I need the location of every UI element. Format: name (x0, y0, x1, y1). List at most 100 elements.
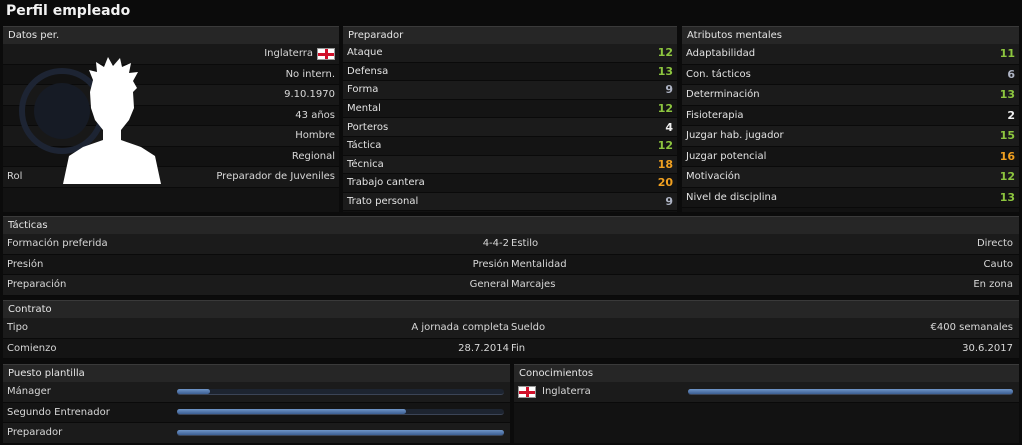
coach-attribute-row[interactable]: Táctica 12 (343, 136, 677, 156)
tactics-value: General (469, 279, 509, 291)
tactics-value: En zona (973, 279, 1013, 291)
squad-position-level-fill (177, 388, 210, 394)
mental-attribute-row[interactable]: Nivel de disciplina 13 (682, 187, 1019, 208)
positions-header: Puesto plantilla (3, 364, 510, 382)
coach-attribute-label: Trato personal (347, 196, 419, 208)
page-title: Perfil empleado (6, 3, 131, 19)
mental-attribute-value: 13 (999, 190, 1015, 204)
tactics-field: Preparación General (7, 279, 511, 290)
coach-attribute-row[interactable]: Técnica 18 (343, 155, 677, 175)
coach-attribute-row[interactable]: Forma 9 (343, 81, 677, 100)
mental-attribute-row[interactable]: Con. tácticos 6 (682, 64, 1019, 85)
tactics-value: Directo (976, 238, 1013, 250)
coach-attribute-value: 4 (665, 120, 673, 134)
squad-position-level-bar (177, 409, 504, 416)
role-row: Rol Preparador de Juveniles (3, 167, 339, 188)
knowledge-label: Inglaterra (542, 386, 591, 398)
coach-attribute-label: Trabajo cantera (347, 177, 425, 189)
coach-attribute-label: Forma (347, 84, 379, 96)
coach-attribute-value: 12 (657, 139, 673, 153)
squad-position-row[interactable]: Mánager (3, 382, 510, 403)
nationality-value[interactable]: Inglaterra (264, 48, 313, 60)
reputation-value: Regional (291, 150, 335, 162)
coach-attribute-value: 9 (665, 83, 673, 97)
contract-value: A jornada completa (411, 322, 509, 334)
squad-position-row[interactable]: Preparador (3, 423, 510, 444)
contract-row: Comienzo 28.7.2014 Fin 30.6.2017 (3, 338, 1019, 359)
tactics-field: Estilo Directo (511, 238, 1015, 249)
contract-field: Tipo A jornada completa (7, 322, 511, 333)
contract-row: Tipo A jornada completa Sueldo €400 semanal… (3, 318, 1019, 339)
coach-attribute-value: 12 (657, 102, 673, 116)
contract-value: 28.7.2014 (458, 342, 509, 354)
personal-data-header: Datos per. (3, 26, 339, 44)
coach-attribute-row[interactable]: Defensa 13 (343, 62, 677, 82)
contract-field: Sueldo €400 semanales (511, 322, 1015, 333)
tactics-label: Marcajes (511, 279, 556, 291)
coach-attribute-label: Mental (347, 103, 381, 115)
dob-value: 9.10.1970 (284, 89, 335, 101)
squad-position-level-fill (177, 409, 406, 415)
contract-label: Sueldo (511, 322, 546, 334)
mental-attribute-label: Determinación (686, 89, 760, 101)
contract-panel: Contrato Tipo A jornada completa Sueldo €40… (3, 300, 1019, 359)
mental-attribute-value: 13 (999, 88, 1015, 102)
tactics-value: Cauto (983, 258, 1014, 270)
squad-position-row[interactable]: Segundo Entrenador (3, 402, 510, 423)
knowledge-header: Conocimientos (514, 364, 1019, 382)
squad-position-level-bar (177, 388, 504, 395)
mental-attribute-value: 16 (999, 149, 1015, 163)
knowledge-row[interactable]: Inglaterra (514, 382, 1019, 403)
coach-attribute-row[interactable]: Trabajo cantera 20 (343, 174, 677, 193)
coach-attribute-row[interactable]: Trato personal 9 (343, 192, 677, 212)
squad-position-label: Preparador (7, 427, 63, 439)
mental-attribute-label: Nivel de disciplina (686, 191, 777, 203)
coach-attribute-value: 20 (657, 176, 673, 190)
contract-field: Comienzo 28.7.2014 (7, 343, 511, 354)
contract-label: Fin (511, 342, 526, 354)
squad-position-level-fill (177, 429, 504, 435)
coach-attribute-value: 13 (657, 64, 673, 78)
coach-attribute-row[interactable]: Mental 12 (343, 99, 677, 119)
tactics-label: Mentalidad (511, 258, 567, 270)
mental-attribute-value: 12 (999, 170, 1015, 184)
staff-silhouette-avatar (63, 57, 161, 184)
squad-position-label: Mánager (7, 386, 51, 398)
knowledge-level-fill (688, 388, 1013, 394)
mental-attribute-row[interactable]: Adaptabilidad 11 (682, 44, 1019, 65)
mental-attribute-label: Motivación (686, 171, 741, 183)
coach-attribute-value: 12 (657, 46, 673, 60)
personal-data-panel: Datos per. Inglaterra No intern. 9.10.19… (3, 26, 339, 212)
mental-attribute-value: 6 (1007, 67, 1015, 81)
mental-attributes-panel: Atributos mentales Adaptabilidad 11 Con. t… (682, 26, 1019, 212)
contract-label: Comienzo (7, 342, 57, 354)
mental-attribute-value: 15 (999, 129, 1015, 143)
contract-value: 30.6.2017 (962, 342, 1013, 354)
role-label: Rol (7, 171, 23, 183)
mental-attribute-value: 2 (1007, 108, 1015, 122)
mental-attribute-row[interactable]: Juzgar potencial 16 (682, 146, 1019, 167)
mental-attribute-row[interactable]: Fisioterapia 2 (682, 105, 1019, 126)
tactics-value: 4-4-2 (482, 238, 509, 250)
coach-attribute-row[interactable]: Porteros 4 (343, 118, 677, 137)
tactics-field: Mentalidad Cauto (511, 259, 1015, 270)
mental-attribute-row[interactable]: Juzgar hab. jugador 15 (682, 126, 1019, 147)
coach-attribute-row[interactable]: Ataque 12 (343, 44, 677, 63)
squad-position-panel: Puesto plantilla Mánager Segundo Entrenad… (3, 364, 510, 444)
mental-attribute-label: Adaptabilidad (686, 48, 756, 60)
squad-position-label: Segundo Entrenador (7, 406, 110, 418)
coach-header: Preparador (343, 26, 677, 44)
mental-attribute-row[interactable]: Motivación 12 (682, 167, 1019, 188)
coach-attribute-label: Defensa (347, 65, 389, 77)
tactics-label: Presión (7, 258, 44, 270)
coach-attribute-label: Porteros (347, 121, 389, 133)
tactics-panel: Tácticas Formación preferida 4-4-2 Estilo D… (3, 216, 1019, 296)
nationality-row: Inglaterra (3, 44, 339, 65)
knowledge-panel: Conocimientos Inglaterra (514, 364, 1019, 443)
contract-field: Fin 30.6.2017 (511, 343, 1015, 354)
mental-attribute-label: Juzgar potencial (686, 150, 767, 162)
tactics-row: Presión Presión Mentalidad Cauto (3, 254, 1019, 275)
mental-attribute-row[interactable]: Determinación 13 (682, 85, 1019, 106)
tactics-row: Preparación General Marcajes En zona (3, 275, 1019, 296)
tactics-value: Presión (472, 258, 509, 270)
